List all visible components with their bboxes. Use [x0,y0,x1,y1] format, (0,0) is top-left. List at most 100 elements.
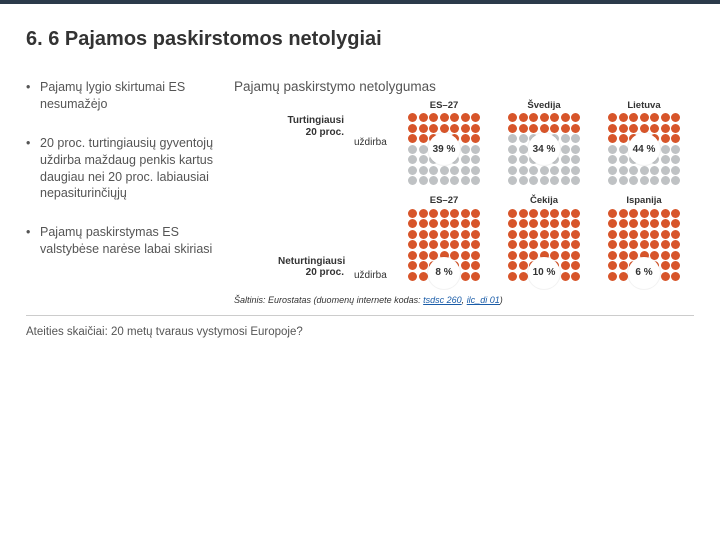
row-body: Neturtingiausi 20 proc.uždirba8 %10 %6 % [234,208,694,281]
dot [619,145,628,154]
dot [629,209,638,218]
dot [408,134,417,143]
dot [561,261,570,270]
divider [26,315,694,316]
dot [461,176,470,185]
dot [419,261,428,270]
dot [461,230,470,239]
dot [471,209,480,218]
dot [608,155,617,164]
dot [408,166,417,175]
dot [629,176,638,185]
dot [519,261,528,270]
dot [419,155,428,164]
dot [471,176,480,185]
dot [661,124,670,133]
dot [550,240,559,249]
dot [550,219,559,228]
dot [440,230,449,239]
dot [508,134,517,143]
dot [661,166,670,175]
dot [508,240,517,249]
dot [561,145,570,154]
dot [661,240,670,249]
dot [471,272,480,281]
dot [461,209,470,218]
dot [608,113,617,122]
dot-grid: 10 % [508,209,580,281]
dot [650,230,659,239]
dot [461,124,470,133]
source-link-1[interactable]: tsdsc 260 [423,295,462,305]
dot [519,134,528,143]
dot [508,230,517,239]
dot [429,166,438,175]
dot-cell: 34 % [494,113,594,185]
dot [540,240,549,249]
dot [461,113,470,122]
dot [619,155,628,164]
dot [408,155,417,164]
source-link-2[interactable]: ilc_di 01 [467,295,500,305]
dot [450,166,459,175]
dot-cell: 10 % [494,209,594,281]
dot [661,219,670,228]
dot [408,230,417,239]
dot [608,251,617,260]
content-area: Pajamų lygio skirtumai ES nesumažėjo20 p… [26,79,694,305]
dot [419,240,428,249]
dot [419,230,428,239]
dot [429,124,438,133]
dot [408,240,417,249]
dot [571,134,580,143]
dot [419,209,428,218]
dot [408,219,417,228]
dot [661,251,670,260]
dot [671,219,680,228]
dot [408,272,417,281]
dot [561,251,570,260]
dot [640,166,649,175]
dot [619,134,628,143]
dot [561,230,570,239]
dot [540,230,549,239]
dot [419,176,428,185]
dot [519,124,528,133]
dot [440,240,449,249]
dot [550,124,559,133]
bullet-item: Pajamų paskirstymas ES valstybėse narėse… [26,224,216,258]
dot [671,240,680,249]
dot [561,155,570,164]
dot [650,219,659,228]
column-header: ES–27 [394,195,494,206]
dot [608,166,617,175]
dot [529,124,538,133]
dot [508,155,517,164]
dot [661,145,670,154]
dot [671,230,680,239]
dot [440,113,449,122]
dot [471,166,480,175]
dot [640,209,649,218]
dot-cell: 44 % [594,113,694,185]
dot [419,134,428,143]
dot [608,230,617,239]
dot [419,272,428,281]
column-header: ES–27 [394,100,494,111]
dot [608,124,617,133]
dot [419,113,428,122]
dot [508,176,517,185]
dot [550,176,559,185]
dot-cell: 39 % [394,113,494,185]
dot [608,240,617,249]
dot [408,251,417,260]
dot [608,134,617,143]
dot [640,113,649,122]
dot [508,219,517,228]
dot-cell: 8 % [394,209,494,281]
row-headers: ES–27ŠvedijaLietuva [234,100,694,111]
dot [661,209,670,218]
dot [540,209,549,218]
dot [508,124,517,133]
dot [519,209,528,218]
